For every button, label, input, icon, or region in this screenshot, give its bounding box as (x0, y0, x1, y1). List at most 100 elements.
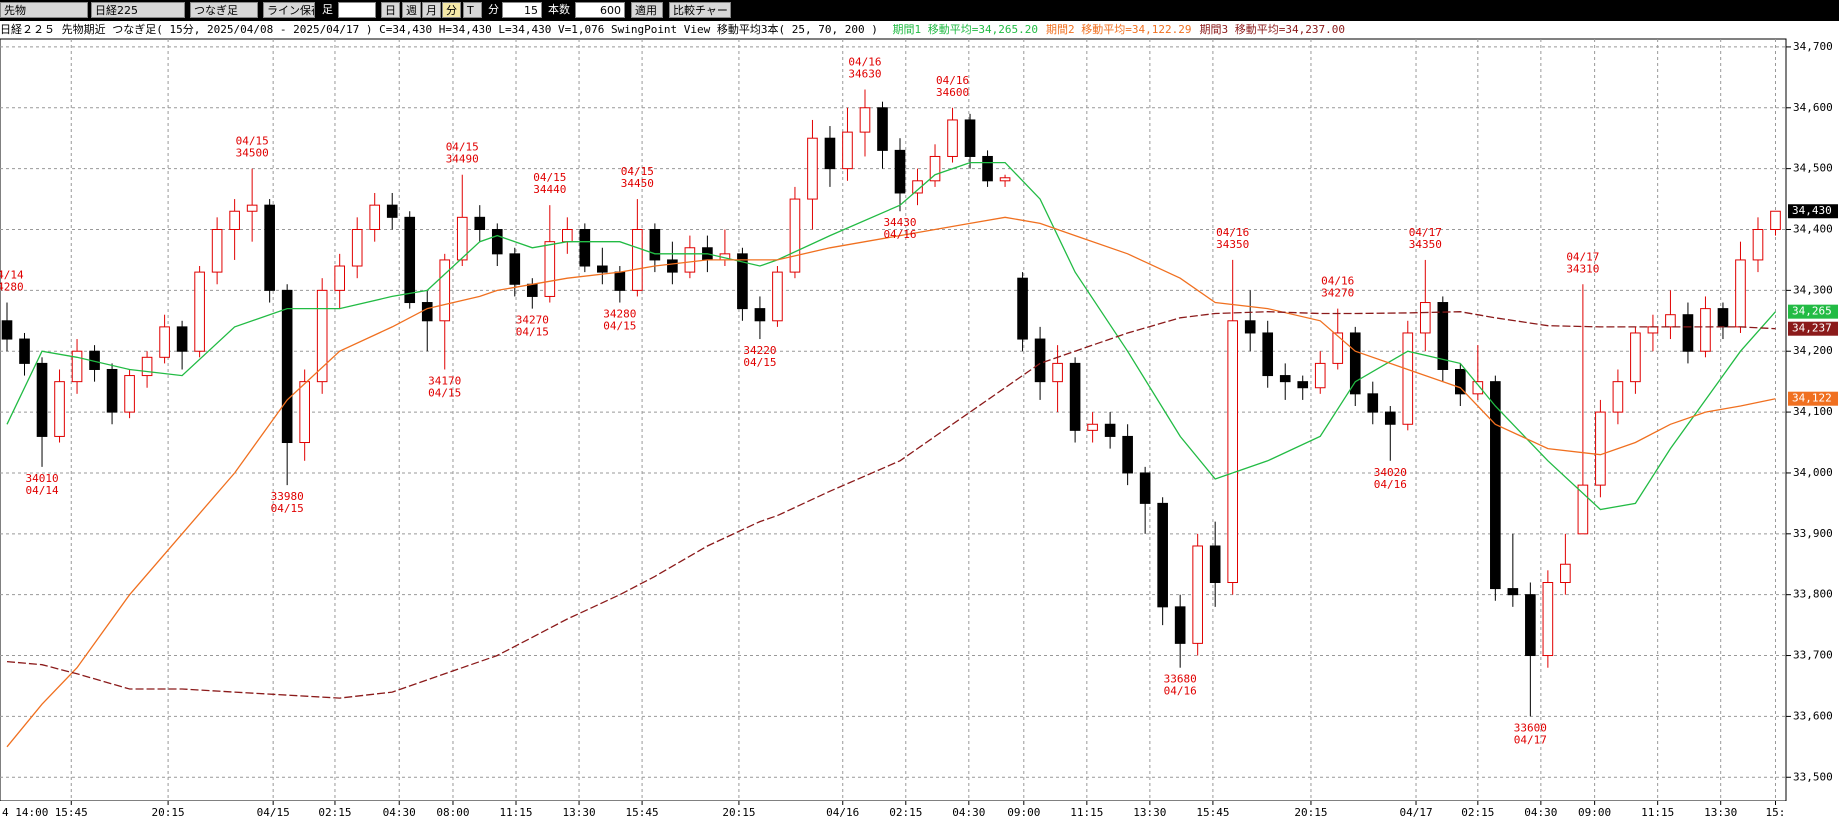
candle-body (19, 338, 30, 364)
swing-price: 34600 (936, 86, 969, 99)
count-input[interactable]: 600 (575, 2, 625, 18)
candle-body (1104, 423, 1116, 437)
month-button[interactable]: 月 (422, 2, 441, 18)
candle-body (194, 271, 205, 352)
candle-body (772, 271, 783, 322)
symbol-select[interactable]: 日経225 (91, 2, 185, 18)
candle-body (509, 253, 521, 285)
candle-body (211, 229, 223, 273)
y-tick-label: 34,200 (1793, 344, 1833, 357)
candle-body (474, 216, 486, 230)
x-tick-label: 04:30 (952, 806, 985, 819)
candle-body (246, 204, 258, 212)
candle-body (1437, 302, 1449, 370)
y-tick-label: 33,500 (1793, 770, 1833, 783)
candle-body (894, 149, 906, 194)
candle-body (579, 229, 591, 267)
candle-body (1314, 362, 1326, 389)
apply-button[interactable]: 適用 (631, 2, 663, 18)
toolbar: 先物 日経225 つなぎ足 ライン保存 足 日 週 月 分 T 分 15 本数 … (0, 0, 1839, 21)
candle-body (141, 356, 153, 377)
candle-body (1367, 393, 1379, 413)
candle-body (1472, 381, 1484, 395)
candle-body (1752, 229, 1764, 261)
market-select[interactable]: 先物 (0, 2, 88, 18)
swing-date: 04/16 (1164, 685, 1197, 698)
swing-date: 04/16 (1216, 226, 1249, 239)
moving-average-line (6, 161, 1776, 511)
x-tick-label: 08:00 (436, 806, 469, 819)
swing-price: 33680 (1164, 673, 1197, 686)
candle-body (597, 265, 608, 273)
candle-body (1, 320, 13, 340)
x-tick-label: 20:15 (722, 806, 755, 819)
candle-body (54, 381, 65, 437)
candle-body (456, 216, 468, 261)
candle-body (1209, 545, 1221, 584)
swing-date: 04/14 (25, 484, 58, 497)
candle-body (229, 210, 240, 230)
candle-body (1560, 563, 1571, 584)
day-button[interactable]: 日 (381, 2, 400, 18)
x-tick-label: 13:30 (1133, 806, 1166, 819)
price-flag-label: 34,265 (1792, 305, 1832, 318)
candle-body (1122, 435, 1133, 474)
minute-input[interactable]: 15 (502, 2, 542, 18)
swing-price: 34430 (883, 216, 916, 229)
candle-body (1647, 326, 1659, 334)
minute-button[interactable]: 分 (442, 2, 461, 18)
swing-price: 34270 (516, 314, 549, 327)
week-button[interactable]: 週 (402, 2, 421, 18)
save-line-button[interactable]: ライン保存 (263, 2, 315, 18)
price-flag-label: 34,237 (1792, 322, 1832, 335)
candle-body (1139, 472, 1151, 504)
candle-body (614, 271, 626, 291)
series-select[interactable]: つなぎ足 (190, 2, 258, 18)
swing-date: 04/16 (1374, 478, 1407, 491)
candle-body (334, 265, 346, 291)
swing-price: 34020 (1374, 466, 1407, 479)
candle-body (1069, 362, 1081, 431)
candle-body (947, 119, 958, 157)
candle-body (1279, 375, 1291, 383)
info-bar: 日経２２５ 先物期近 つなぎ足( 15分, 2025/04/08 - 2025/… (0, 21, 1353, 39)
x-tick-label: 15: (1766, 806, 1786, 819)
swing-date: 04/16 (1321, 275, 1354, 288)
y-tick-label: 34,100 (1793, 405, 1833, 418)
candle-body (1244, 320, 1256, 334)
candle-body (1577, 484, 1589, 535)
candle-body (1770, 210, 1781, 230)
x-tick-label: 04/15 (257, 806, 290, 819)
swing-price: 34350 (1409, 238, 1442, 251)
candle-body (281, 289, 293, 444)
swing-date: 04/17 (1514, 733, 1547, 746)
candle-body (491, 229, 503, 255)
swing-date: 04/17 (1566, 250, 1599, 263)
candle-body (1349, 332, 1361, 395)
swing-price: 34280 (603, 308, 636, 321)
y-tick-label: 34,300 (1793, 283, 1833, 296)
bar-input[interactable] (338, 2, 376, 18)
candle-body (1419, 302, 1431, 334)
candle-body (1157, 502, 1168, 608)
candle-body (999, 177, 1011, 182)
x-tick-label: 04:30 (1524, 806, 1557, 819)
swing-date: 04/14 (0, 269, 24, 282)
candle-body (369, 204, 381, 230)
candle-body (754, 308, 766, 322)
swing-date: 04/16 (883, 228, 916, 241)
tick-button[interactable]: T (463, 2, 482, 18)
swing-price: 33980 (271, 490, 304, 503)
swing-price: 34270 (1321, 287, 1354, 300)
candle-body (1490, 381, 1501, 590)
candle-body (1192, 545, 1203, 644)
swing-date: 04/15 (446, 141, 479, 154)
swing-date: 04/15 (271, 502, 304, 515)
candle-body (649, 229, 661, 261)
compare-chart-button[interactable]: 比較チャート (669, 2, 731, 18)
y-tick-label: 33,800 (1793, 588, 1833, 601)
price-flag (1788, 321, 1838, 336)
price-flag-label: 34,122 (1792, 392, 1832, 405)
